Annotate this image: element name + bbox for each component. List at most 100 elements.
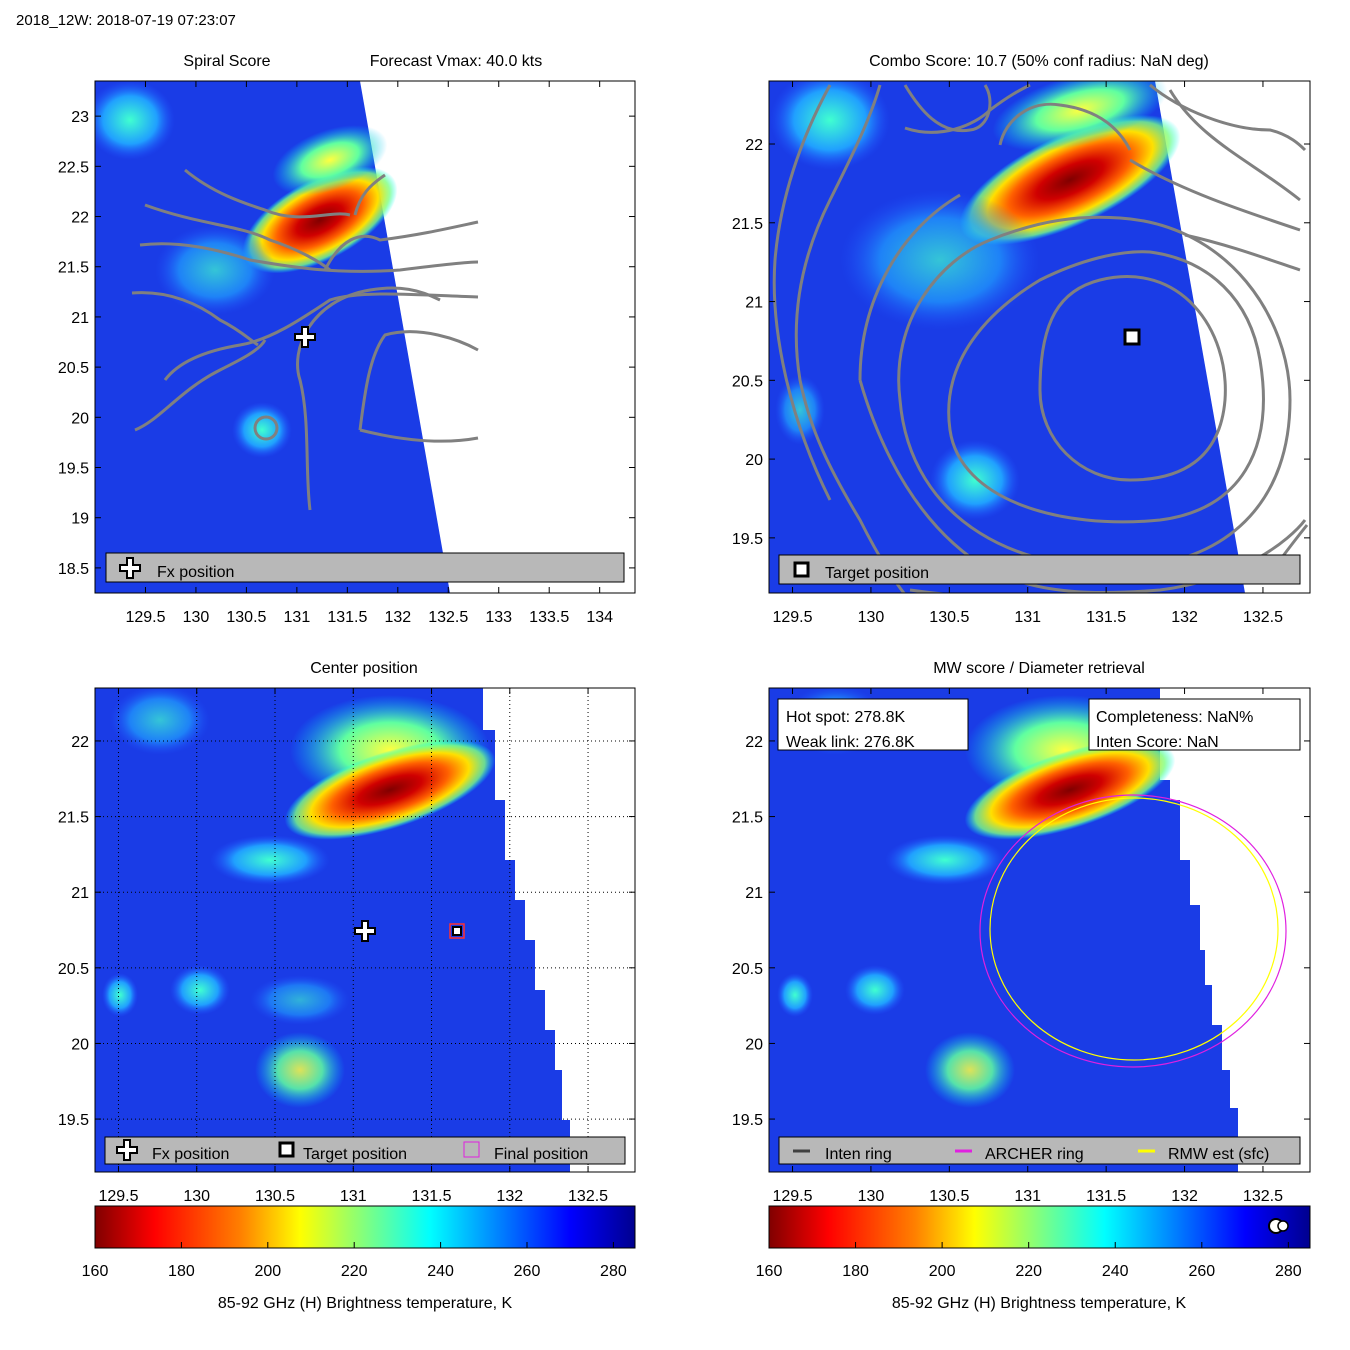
legend-box (104, 1136, 626, 1165)
rainband-hot (959, 114, 1181, 246)
x-tick-label: 130.5 (226, 609, 266, 626)
colorbar-tick-label: 240 (1102, 1263, 1129, 1280)
x-tick-label: 131 (284, 609, 311, 626)
x-tick-label: 131.5 (327, 609, 367, 626)
colorbar-gradient (768, 1205, 1311, 1249)
y-tick-label: 22 (71, 734, 89, 751)
y-tick-label: 22 (71, 210, 89, 227)
colorbar-tick-label: 260 (1188, 1263, 1215, 1280)
cyan-patch (777, 973, 813, 1017)
contour (1184, 233, 1301, 272)
contour (353, 173, 386, 216)
contour (1129, 158, 1301, 232)
x-tick-label: 132 (1171, 1188, 1198, 1205)
x-tick-label: 131 (340, 1188, 367, 1205)
legend-final-label: Final position (494, 1146, 588, 1163)
hot-spot-text: Hot spot: 278.8K (786, 709, 906, 726)
x-tick-label: 132.5 (1243, 1188, 1283, 1205)
contour (134, 339, 267, 432)
swath-background (95, 81, 450, 593)
colorbar-label: 85-92 GHz (H) Brightness temperature, K (892, 1295, 1187, 1312)
legend-rmw-label: RMW est (sfc) (1168, 1146, 1269, 1163)
y-tick-label: 23 (71, 109, 89, 126)
inten-score-text: Inten Score: NaN (1096, 734, 1219, 751)
legend-inten-label: Inten ring (825, 1146, 892, 1163)
colorbar-tick-label: 220 (1015, 1263, 1042, 1280)
colorbar-tick-label: 160 (756, 1263, 783, 1280)
spiral-heatmap (95, 81, 479, 593)
panel-center-position: Center position Fx position (58, 660, 636, 1205)
contour-ring (1038, 275, 1227, 482)
contour (144, 203, 331, 272)
colorbar-gradient (94, 1205, 636, 1249)
target-square-icon (278, 1141, 295, 1158)
x-tick-label: 133 (485, 609, 512, 626)
cyan-patch (250, 975, 350, 1025)
x-tick-label: 131 (1014, 1188, 1041, 1205)
y-tick-label: 20 (71, 410, 89, 427)
y-tick-label: 22 (745, 734, 763, 751)
contour-ring (253, 415, 279, 441)
y-tick-label: 21 (71, 885, 89, 902)
x-tick-label: 131.5 (411, 1188, 451, 1205)
spiral-axes: 129.5 130 130.5 131 131.5 132 132.5 133 133.5 134… (58, 81, 635, 626)
center-legend: Fx position Target position Final positi… (104, 1136, 626, 1165)
contour (998, 102, 1132, 151)
y-tick-label: 21.5 (732, 810, 763, 827)
x-tick-label: 132 (1171, 609, 1198, 626)
y-tick-label: 20 (745, 452, 763, 469)
cyan-patch (840, 190, 1040, 330)
colorbar-tick-label: 240 (427, 1263, 454, 1280)
colorbar-tick-label: 180 (168, 1263, 195, 1280)
x-tick-label: 129.5 (772, 609, 812, 626)
legend-box (105, 552, 625, 583)
y-tick-label: 21.5 (58, 810, 89, 827)
legend-target-label: Target position (825, 565, 929, 582)
colorbar-tick-label: 200 (254, 1263, 281, 1280)
x-tick-label: 130 (858, 609, 885, 626)
x-tick-label: 130 (183, 1188, 210, 1205)
y-tick-label: 21.5 (58, 260, 89, 277)
spiral-axes-frame (94, 80, 636, 594)
combo-contours (772, 83, 1309, 593)
legend-fx-label: Fx position (152, 1146, 229, 1163)
colorbar-tick-label: 260 (514, 1263, 541, 1280)
combo-axes: 129.5 130 130.5 131 131.5 132 132.5 19.5 20 20.5 2… (732, 81, 1310, 626)
fx-position-marker (294, 326, 316, 348)
x-tick-label: 130 (183, 609, 210, 626)
warm-patch (925, 1032, 1015, 1108)
colorbar-right: 160 180 200 220 240 260 280 85-92 GHz (H) Brig… (756, 1205, 1311, 1312)
plus-icon (116, 1139, 138, 1161)
contour-ring (947, 250, 1265, 524)
y-tick-label: 22 (745, 137, 763, 154)
y-tick-label: 21 (71, 310, 89, 327)
combo-title: Combo Score: 10.7 (50% conf radius: NaN … (869, 53, 1209, 70)
legend-box (778, 1136, 1301, 1165)
contour (163, 292, 479, 381)
combo-legend: Target position (778, 554, 1301, 585)
y-tick-label: 20.5 (58, 961, 89, 978)
cyan-patch (845, 965, 905, 1015)
y-tick-label: 18.5 (58, 561, 89, 578)
x-tick-label: 130 (858, 1188, 885, 1205)
rainband-hot (964, 740, 1176, 840)
figure-title: 2018_12W: 2018-07-19 07:23:07 (16, 12, 236, 29)
mw-legend: Inten ring ARCHER ring RMW est (sfc) (778, 1136, 1301, 1165)
y-tick-label: 21 (745, 295, 763, 312)
spiral-legend: Fx position (105, 552, 625, 583)
target-square-icon (793, 561, 810, 578)
x-tick-label: 132.5 (428, 609, 468, 626)
x-tick-label: 132.5 (568, 1188, 608, 1205)
panel-combo-score: Combo Score: 10.7 (50% conf radius: NaN … (732, 53, 1311, 626)
contour (184, 168, 351, 219)
swath-background (95, 688, 570, 1172)
center-axes-frame (94, 687, 636, 1173)
colorbar-left: 160 180 200 220 240 260 280 85-92 GHz (H) Brig… (82, 1205, 636, 1312)
center-grid (95, 688, 635, 1172)
target-position-marker (1123, 328, 1141, 346)
center-title: Center position (310, 660, 418, 677)
legend-target-label: Target position (303, 1146, 407, 1163)
x-tick-label: 132.5 (1243, 609, 1283, 626)
colorbar-tick-label: 280 (1275, 1263, 1302, 1280)
